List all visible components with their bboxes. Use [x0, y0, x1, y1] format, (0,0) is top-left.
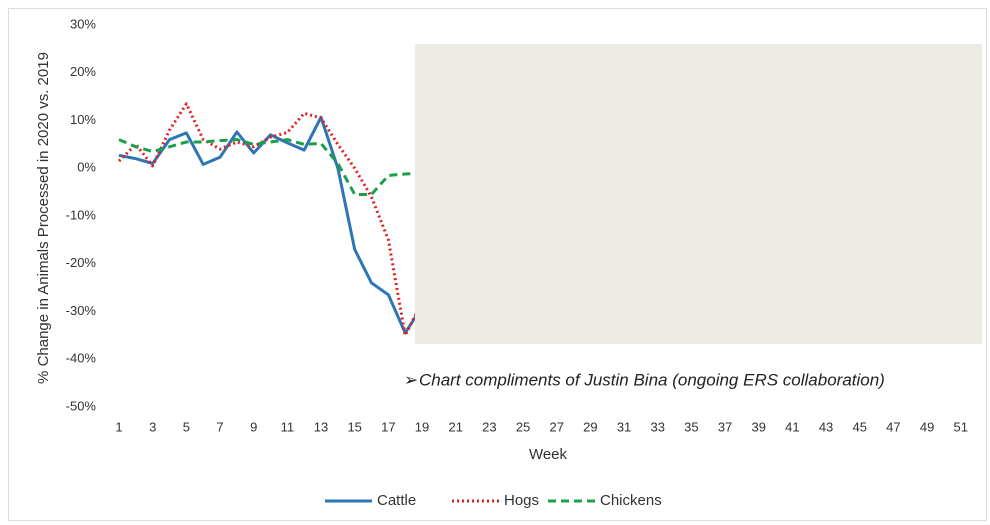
x-tick-label: 31	[617, 419, 631, 434]
y-tick-label: 0%	[77, 160, 96, 175]
y-tick-label: 20%	[70, 64, 96, 79]
y-tick-label: 10%	[70, 112, 96, 127]
y-tick-label: -40%	[66, 351, 97, 366]
x-tick-label: 25	[516, 419, 530, 434]
x-tick-label: 19	[415, 419, 429, 434]
x-tick-label: 1	[115, 419, 122, 434]
legend-label: Cattle	[377, 492, 416, 509]
plot-area: -50%-40%-30%-20%-10%0%10%20%30%1 3 5 7 9 11 13…	[66, 16, 968, 434]
x-tick-label: 7	[216, 419, 223, 434]
x-tick-label: 17	[381, 419, 395, 434]
overlay-box	[415, 44, 982, 344]
legend-label: Hogs	[504, 492, 539, 509]
x-tick-label: 29	[583, 419, 597, 434]
y-tick-label: -30%	[66, 303, 97, 318]
x-tick-label: 3	[149, 419, 156, 434]
x-tick-label: 39	[751, 419, 765, 434]
x-tick-label: 41	[785, 419, 799, 434]
annotation: Chart compliments of Justin Bina (ongoin…	[419, 370, 885, 389]
legend-label: Chickens	[600, 492, 662, 509]
x-tick-label: 33	[650, 419, 664, 434]
x-tick-label: 9	[250, 419, 257, 434]
y-tick-label: -50%	[66, 398, 97, 413]
x-tick-label: 11	[281, 419, 295, 434]
x-tick-label: 21	[448, 419, 462, 434]
x-axis-title: Week	[529, 446, 568, 463]
y-tick-label: -20%	[66, 255, 97, 270]
legend: Cattle Hogs Chickens	[325, 492, 662, 509]
bullet-arrow: ➢	[404, 370, 418, 389]
y-axis-title: % Change in Animals Processed in 2020 vs…	[35, 52, 52, 384]
y-tick-label: 30%	[70, 16, 96, 31]
x-tick-label: 47	[886, 419, 900, 434]
x-tick-label: 13	[314, 419, 328, 434]
x-tick-label: 23	[482, 419, 496, 434]
series-line	[117, 102, 424, 337]
x-tick-label: 43	[819, 419, 833, 434]
x-tick-label: 51	[954, 419, 968, 434]
x-tick-label: 15	[347, 419, 361, 434]
x-tick-label: 35	[684, 419, 698, 434]
series-line	[118, 138, 423, 196]
x-tick-label: 45	[853, 419, 867, 434]
x-tick-label: 37	[718, 419, 732, 434]
series-line	[118, 115, 424, 335]
x-tick-label: 27	[549, 419, 563, 434]
x-tick-label: 49	[920, 419, 934, 434]
x-tick-label: 5	[183, 419, 190, 434]
y-tick-label: -10%	[66, 207, 97, 222]
